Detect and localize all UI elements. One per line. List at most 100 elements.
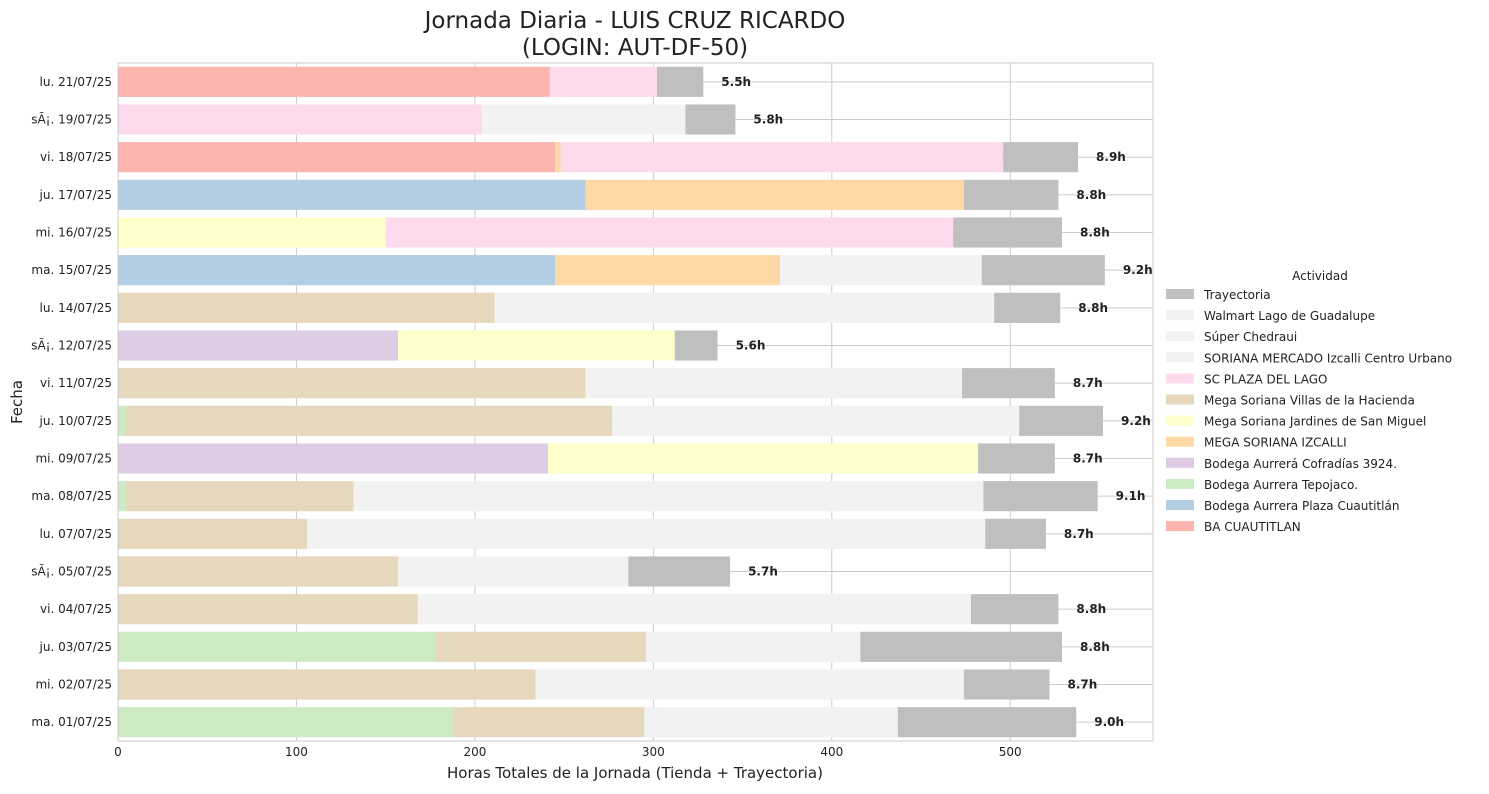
x-tick-label: 100 [285, 745, 308, 759]
bar-segment [118, 631, 436, 662]
bar-segment [1003, 142, 1079, 173]
y-tick-label: lu. 14/07/25 [40, 301, 112, 315]
legend-label: Bodega Aurrera Tepojaco. [1204, 478, 1358, 492]
bar-segment [612, 405, 1020, 436]
bar-segment [118, 405, 126, 436]
bar-total-label: 5.6h [736, 339, 766, 353]
bar-segment [674, 330, 718, 361]
bar-segment [963, 179, 1059, 210]
x-tick-label: 200 [463, 745, 486, 759]
bar-segment [398, 556, 629, 587]
legend-swatch [1166, 500, 1194, 510]
bar-segment [646, 631, 861, 662]
bar-segment [970, 594, 1059, 625]
bar-segment [780, 255, 982, 286]
x-tick-label: 0 [114, 745, 122, 759]
bar-segment [118, 330, 399, 361]
bar-segment [125, 481, 354, 512]
legend-label: Bodega Aurrera Plaza Cuautitlán [1204, 499, 1399, 513]
bar-segment [118, 707, 454, 738]
bar-segment [118, 443, 549, 474]
y-axis-label: Fecha [8, 380, 26, 424]
legend-title: Actividad [1292, 269, 1348, 283]
bar-segment [1019, 405, 1104, 436]
legend-swatch [1166, 415, 1194, 426]
legend-label: Trayectoria [1203, 288, 1271, 302]
legend-swatch [1166, 457, 1194, 468]
bar-segment [118, 669, 536, 700]
bar-total-label: 8.8h [1078, 301, 1108, 315]
bar-total-label: 9.0h [1094, 715, 1124, 729]
legend-swatch [1166, 331, 1194, 342]
bar-segment [628, 556, 731, 587]
bar-segment [385, 217, 954, 248]
bar-segment [125, 405, 613, 436]
x-tick-label: 400 [820, 745, 843, 759]
bar-segment [555, 255, 781, 286]
y-tick-label: mi. 09/07/25 [35, 452, 112, 466]
bar-segment [555, 142, 561, 173]
bar-segment [118, 255, 556, 286]
bar-total-label: 9.2h [1121, 414, 1151, 428]
bar-segment [985, 518, 1046, 549]
legend-label: SORIANA MERCADO Izcalli Centro Urbano [1204, 351, 1452, 365]
y-tick-label: sÃ¡. 12/07/25 [31, 338, 112, 353]
bar-total-label: 9.1h [1116, 489, 1146, 503]
bar-total-label: 8.8h [1076, 188, 1106, 202]
bar-segment [118, 518, 308, 549]
bar-segment [307, 518, 986, 549]
bar-segment [494, 292, 995, 323]
bar-segment [535, 669, 964, 700]
y-tick-label: ma. 08/07/25 [31, 489, 112, 503]
bar-segment [656, 66, 704, 97]
legend-swatch [1166, 478, 1194, 489]
bar-total-label: 5.5h [721, 75, 751, 89]
bar-segment [963, 669, 1050, 700]
bar-total-label: 5.8h [753, 113, 783, 127]
bar-total-label: 8.7h [1064, 527, 1094, 541]
bar-segment [983, 481, 1098, 512]
y-tick-label: lu. 21/07/25 [40, 75, 112, 89]
legend-swatch [1166, 436, 1194, 447]
bar-segment [585, 179, 964, 210]
chart-subtitle: (LOGIN: AUT-DF-50) [522, 35, 748, 61]
legend-label: Bodega Aurrerá Cofradías 3924. [1204, 457, 1397, 471]
y-tick-label: mi. 16/07/25 [35, 226, 112, 240]
y-tick-label: sÃ¡. 05/07/25 [31, 564, 112, 579]
x-axis-label: Horas Totales de la Jornada (Tienda + Tr… [447, 764, 823, 782]
bar-segment [353, 481, 984, 512]
bar-segment [118, 481, 126, 512]
bar-segment [453, 707, 645, 738]
bar-segment [118, 292, 495, 323]
legend-swatch [1166, 352, 1194, 363]
bar-total-label: 9.2h [1123, 263, 1153, 277]
bar-segment [978, 443, 1055, 474]
bar-segment [118, 142, 556, 173]
bar-total-label: 8.7h [1068, 678, 1098, 692]
bar-segment [118, 594, 418, 625]
bar-segment [118, 66, 550, 97]
y-tick-label: ju. 10/07/25 [39, 414, 112, 428]
bar-total-label: 8.8h [1080, 640, 1110, 654]
bar-segment [118, 556, 399, 587]
y-tick-label: lu. 07/07/25 [40, 527, 112, 541]
bar-total-label: 5.7h [748, 565, 778, 579]
bar-total-label: 8.7h [1073, 376, 1103, 390]
bar-segment [417, 594, 971, 625]
bar-segment [897, 707, 1077, 738]
bar-segment [560, 142, 1004, 173]
bar-segment [860, 631, 1062, 662]
legend-label: MEGA SORIANA IZCALLI [1204, 436, 1347, 450]
y-tick-label: vi. 11/07/25 [40, 376, 112, 390]
legend-swatch [1166, 310, 1194, 321]
x-tick-label: 500 [999, 745, 1022, 759]
legend-swatch [1166, 289, 1194, 299]
bar-total-label: 8.8h [1080, 226, 1110, 240]
y-tick-label: mi. 02/07/25 [35, 678, 112, 692]
bar-segment [981, 255, 1105, 286]
y-tick-label: vi. 04/07/25 [40, 602, 112, 616]
legend-label: SC PLAZA DEL LAGO [1204, 372, 1328, 386]
bar-segment [435, 631, 647, 662]
x-tick-label: 300 [642, 745, 665, 759]
